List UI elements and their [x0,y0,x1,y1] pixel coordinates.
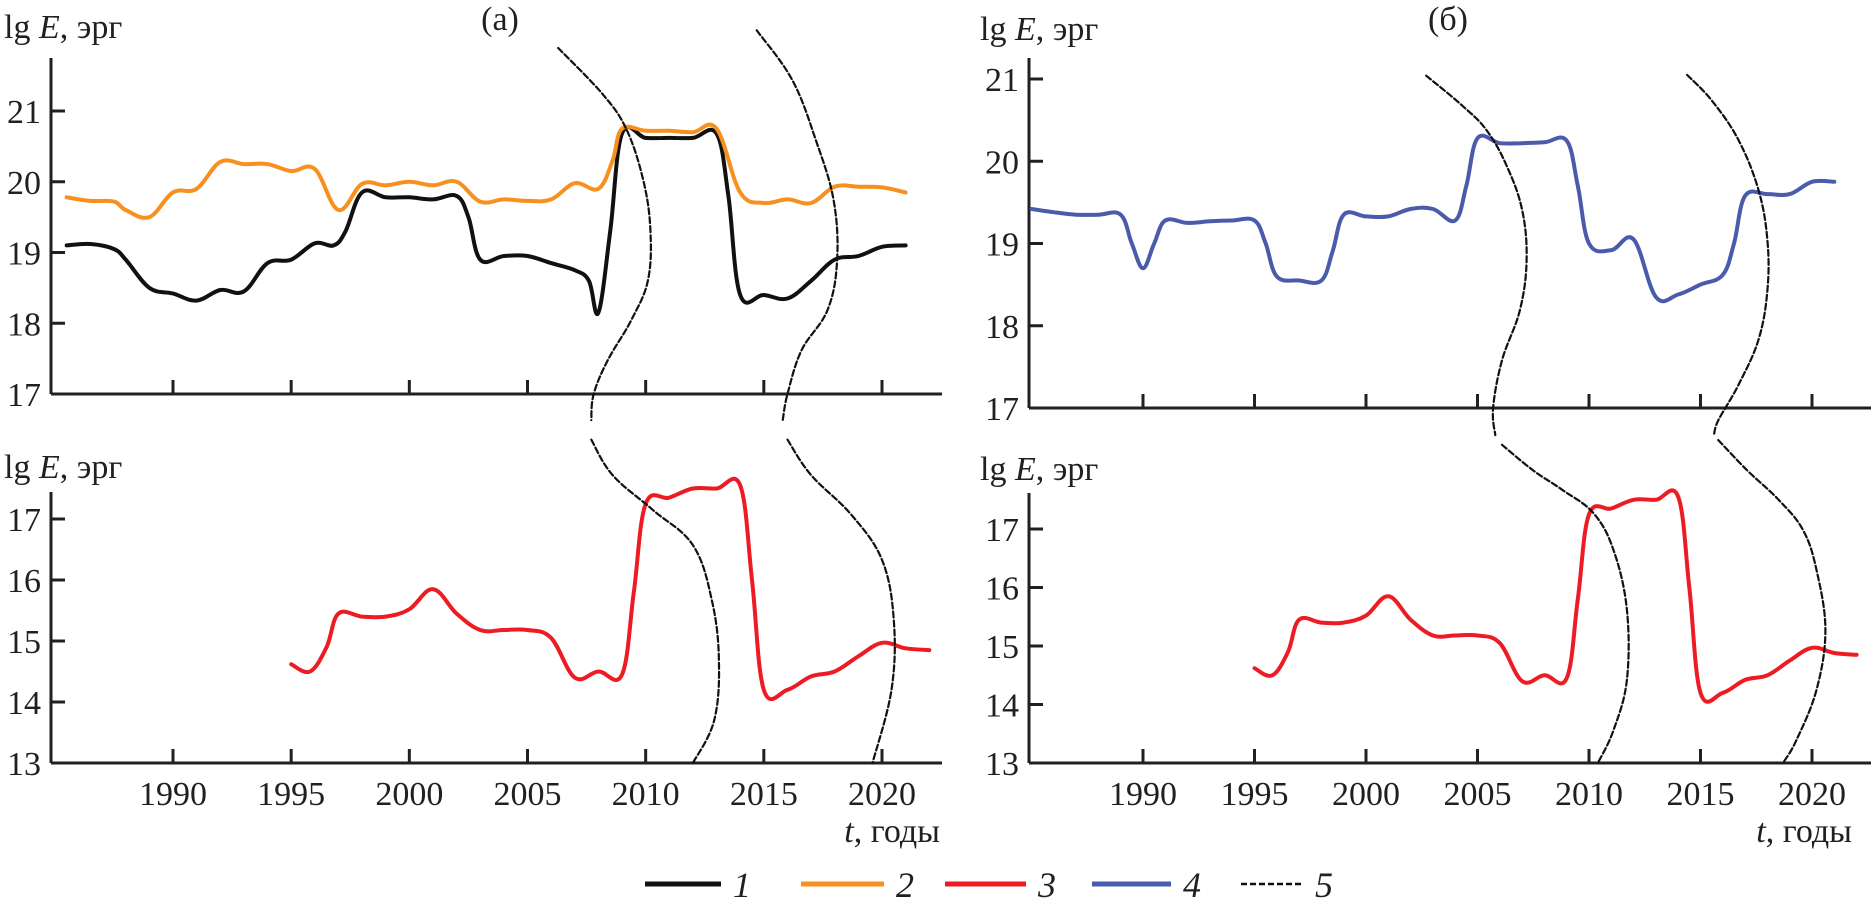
series-3-line [1252,488,1859,704]
legend-label: 2 [896,865,914,905]
x-tick-label: 1995 [257,776,325,813]
x-tick-label: 2010 [612,776,680,813]
panel-top-left: lg E, эрг (а) 17 18 19 20 21 [4,1,942,422]
series-5-dashed-line [590,438,721,765]
panel-top-right: lg E, эрг (б) 17 18 19 20 21 [980,1,1871,437]
panel-label: (б) [1428,1,1468,38]
series-4-line [1029,133,1837,304]
y-tick-label: 18 [985,309,1019,346]
x-axis-title: t, годы [844,813,940,850]
y-tick-label: 20 [7,165,41,202]
y-tick-label: 20 [985,144,1019,181]
legend-item-5: 5 [1241,865,1333,905]
series-5-dashed-line [1500,443,1630,765]
x-tick-label: 2000 [375,776,443,813]
x-tick-label: 1990 [1109,776,1177,813]
x-tick-label: 2015 [1667,776,1735,813]
legend-item-4: 4 [1092,865,1201,905]
y-tick-label: 18 [7,306,41,343]
legend-label: 3 [1037,865,1056,905]
legend-item-3: 3 [945,865,1056,905]
panel-bottom-left: lg E, эрг 13 14 15 16 17 1990 1995 2000 2005 2010 2… [4,438,942,850]
x-tick-label: 1995 [1221,776,1289,813]
series-2-line [64,122,908,220]
series-5-dashed-line [786,438,896,765]
y-tick-label: 13 [985,746,1019,783]
y-axis-title: lg E, эрг [980,11,1098,48]
y-tick-label: 15 [7,624,41,661]
legend-item-1: 1 [645,865,751,905]
series-5-dashed-line [1717,439,1827,765]
x-tick-label: 2000 [1332,776,1400,813]
legend-item-2: 2 [801,865,914,905]
y-tick-label: 14 [985,688,1019,725]
x-tick-label: 2015 [730,776,798,813]
y-tick-label: 19 [7,236,41,273]
x-tick-label: 2010 [1555,776,1623,813]
y-tick-label: 17 [985,512,1019,549]
y-tick-label: 15 [985,629,1019,666]
x-tick-label: 1990 [139,776,207,813]
series-1-line [64,125,908,317]
panel-label: (а) [481,1,519,38]
y-axis-title: lg E, эрг [4,449,122,486]
panel-bottom-right: lg E, эрг 13 14 15 16 17 1990 1995 2000 2005 2010 2… [980,439,1871,850]
series-3-line [289,476,932,702]
y-tick-label: 16 [7,563,41,600]
y-tick-label: 17 [985,391,1019,428]
legend-label: 4 [1183,865,1201,905]
y-tick-label: 13 [7,746,41,783]
y-axis-title: lg E, эрг [4,9,122,46]
y-tick-label: 21 [985,62,1019,99]
y-tick-label: 21 [7,94,41,131]
y-tick-label: 16 [985,571,1019,608]
y-tick-label: 19 [985,227,1019,264]
legend-label: 1 [733,865,751,905]
y-tick-label: 17 [7,377,41,414]
x-tick-label: 2020 [848,776,916,813]
legend: 1 2 3 4 5 [645,865,1333,905]
y-tick-label: 17 [7,502,41,539]
y-axis-title: lg E, эрг [980,451,1098,488]
x-tick-label: 2005 [1444,776,1512,813]
series-5-dashed-line [755,29,839,422]
x-axis-title: t, годы [1756,813,1852,850]
x-tick-label: 2020 [1778,776,1846,813]
series-5-dashed-line [557,46,652,422]
x-tick-label: 2005 [494,776,562,813]
series-5-dashed-line [1686,73,1770,437]
y-tick-label: 14 [7,685,41,722]
legend-label: 5 [1315,865,1333,905]
series-5-dashed-line [1425,74,1528,437]
